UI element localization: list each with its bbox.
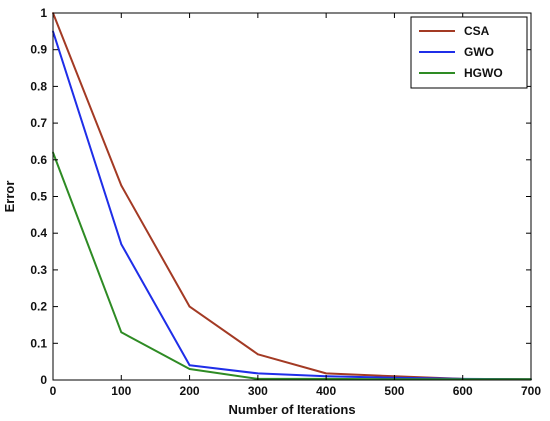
legend-label-hgwo: HGWO [464, 66, 503, 80]
data-point-hgwo [188, 368, 191, 370]
data-point-gwo [188, 364, 191, 367]
y-tick-label: 0.4 [30, 226, 47, 240]
series-line-hgwo [52, 152, 531, 381]
data-point-gwo [256, 372, 259, 375]
y-tick-label: 0 [40, 373, 47, 387]
y-tick-label: 0.3 [30, 263, 47, 277]
y-tick-label: 0.7 [30, 116, 47, 130]
data-point-csa [256, 353, 259, 356]
x-tick-label: 200 [180, 384, 200, 398]
x-tick-label: 300 [248, 384, 268, 398]
legend-label-csa: CSA [464, 24, 490, 38]
data-point-csa [188, 305, 191, 308]
x-tick-label: 400 [316, 384, 336, 398]
data-point-csa [325, 372, 328, 375]
x-tick-label: 500 [384, 384, 404, 398]
x-axis-ticks: 0 100 200 300 400 500 600 700 [50, 13, 541, 398]
y-tick-label: 0.1 [30, 336, 47, 350]
y-axis-ticks: 0 0.1 0.2 0.3 0.4 0.5 0.6 0.7 0.8 0.9 1 [30, 6, 531, 387]
y-tick-label: 0.2 [30, 300, 47, 314]
y-tick-label: 0.5 [30, 190, 47, 204]
data-point-csa [120, 184, 123, 187]
chart-marks [52, 12, 532, 381]
y-axis-label: Error [2, 181, 17, 213]
data-point-gwo [120, 243, 123, 246]
y-tick-label: 0.6 [30, 153, 47, 167]
y-tick-label: 0.9 [30, 43, 47, 57]
y-tick-label: 1 [40, 6, 47, 20]
y-tick-label: 0.8 [30, 79, 47, 93]
x-tick-label: 600 [453, 384, 473, 398]
x-axis-label: Number of Iterations [228, 402, 355, 417]
x-tick-label: 100 [111, 384, 131, 398]
data-point-hgwo [120, 331, 123, 334]
x-tick-label: 0 [50, 384, 57, 398]
x-tick-label: 700 [521, 384, 541, 398]
legend: CSA GWO HGWO [410, 16, 528, 89]
legend-label-gwo: GWO [464, 45, 494, 59]
